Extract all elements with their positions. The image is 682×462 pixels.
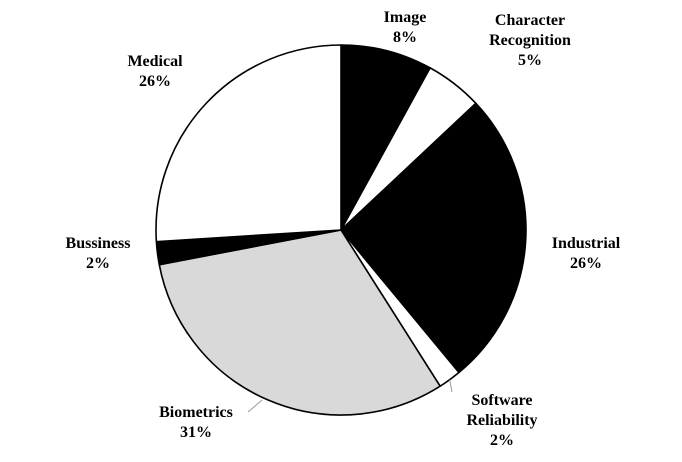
slice-image	[340, 44, 431, 231]
category-label: Software	[471, 392, 532, 409]
leader-line-biometrics	[247, 399, 263, 413]
leader-lines	[247, 379, 453, 413]
label-software-reliability: Software Reliability 2%	[466, 392, 537, 449]
slice-industrial	[340, 102, 527, 374]
label-biometrics: Biometrics 31%	[159, 404, 233, 441]
slice-labels: Image 8% Character Recognition 5% Industrial 2…	[66, 9, 621, 449]
pie-slices	[155, 44, 527, 416]
label-character-recognition: Character Recognition 5%	[489, 12, 571, 69]
value-label: 8%	[393, 29, 417, 46]
category-label: Character	[495, 12, 565, 29]
category-label: Industrial	[552, 235, 621, 252]
value-label: 2%	[86, 255, 110, 272]
category-label: Image	[384, 9, 427, 26]
category-label: Bussiness	[66, 235, 131, 252]
category-label: Reliability	[466, 412, 537, 429]
slice-medical	[155, 44, 342, 243]
slice-biometrics	[158, 229, 441, 416]
value-label: 5%	[518, 52, 542, 69]
value-label: 26%	[139, 73, 171, 90]
label-medical: Medical 26%	[127, 53, 183, 90]
leader-line-software-reliability	[449, 379, 453, 393]
category-label: Recognition	[489, 32, 571, 49]
value-label: 26%	[570, 255, 602, 272]
value-label: 31%	[180, 424, 212, 441]
category-label: Biometrics	[159, 404, 233, 421]
label-bussiness: Bussiness 2%	[66, 235, 131, 272]
label-image: Image 8%	[384, 9, 427, 46]
label-industrial: Industrial 26%	[552, 235, 621, 272]
value-label: 2%	[490, 432, 514, 449]
category-label: Medical	[127, 53, 183, 70]
